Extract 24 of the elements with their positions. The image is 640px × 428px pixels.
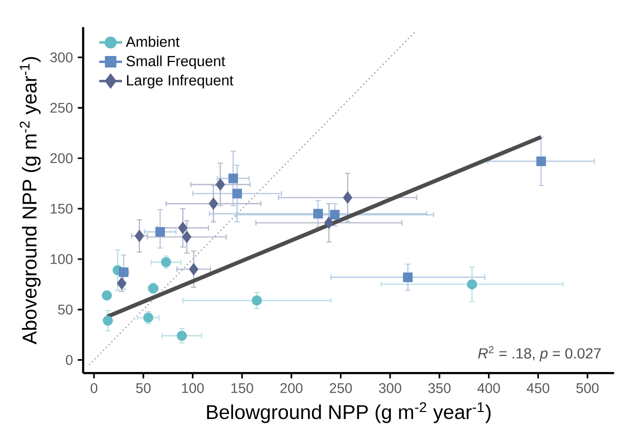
- y-tick-label: 50: [58, 304, 73, 315]
- x-axis-title: Belowground NPP (g m$^{-2}$ year$^{-1}$): [207, 402, 491, 424]
- x-tick-label: 450: [526, 383, 550, 394]
- annotation: R$^{2}$ = .18, p = 0.027: [478, 346, 601, 362]
- y-tick-label: 100: [50, 254, 73, 264]
- y-tick-label: 200: [50, 154, 73, 164]
- y-tick-label: 250: [50, 103, 73, 113]
- legend-label: Large Infrequent: [127, 74, 234, 89]
- x-tick-label: 350: [428, 383, 451, 394]
- x-tick-label: 500: [576, 383, 599, 394]
- x-tick-label: 300: [378, 383, 402, 394]
- y-axis-title: Aboveground NPP (g m$^{-2}$ year$^{-1}$): [20, 57, 41, 345]
- x-tick-label: 250: [330, 383, 352, 394]
- x-tick-label: 0: [90, 383, 98, 394]
- x-tick-label: 200: [280, 383, 303, 394]
- legend-label: Small Frequent: [126, 56, 226, 70]
- x-tick-label: 100: [182, 383, 204, 394]
- x-tick-label: 400: [477, 383, 500, 394]
- x-tick-label: 150: [231, 383, 254, 394]
- legend-label: Ambient: [126, 36, 180, 48]
- y-tick-label: 300: [50, 52, 73, 63]
- y-tick-label: 150: [50, 204, 73, 214]
- x-tick-label: 50: [136, 383, 151, 394]
- y-tick-label: 0: [66, 355, 73, 366]
